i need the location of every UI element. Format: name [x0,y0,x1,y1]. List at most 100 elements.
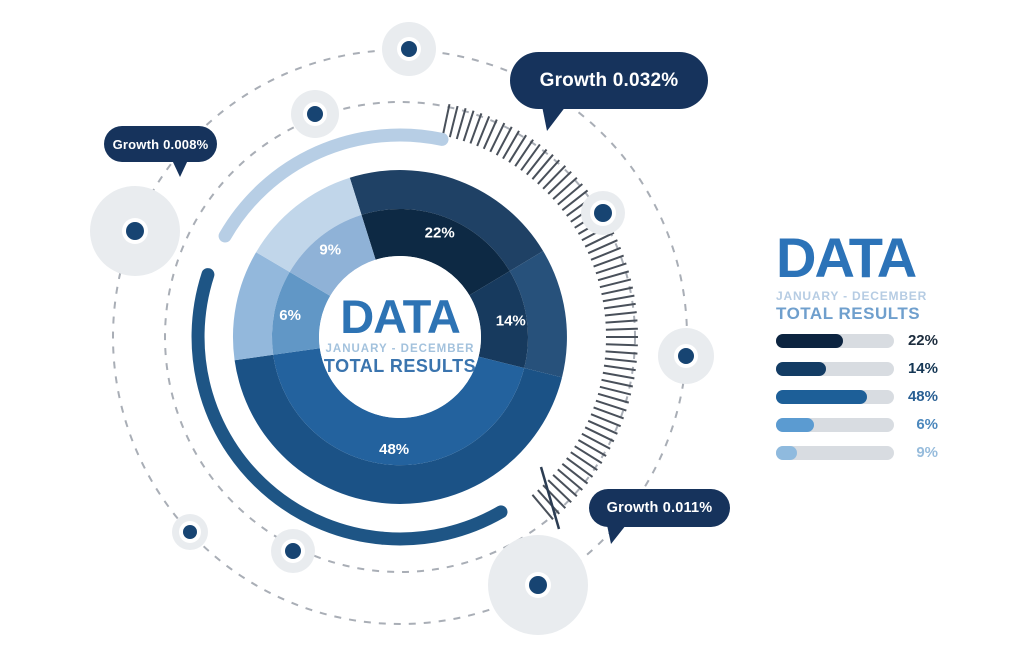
pie-slice-outer-14% [509,251,567,378]
legend-bar-fill [776,389,867,404]
tick-mark [514,139,534,167]
legend-row: 22% [776,332,938,350]
tick-mark [584,426,615,443]
tick-mark [595,399,627,412]
tick-mark [448,105,459,138]
tick-mark [531,154,554,180]
tick-mark [604,357,637,363]
orbit-dot [594,204,612,222]
orbit-dot [126,222,144,240]
legend-subtitle: JANUARY - DECEMBER [776,288,928,303]
legend-bar-fill [776,445,798,460]
legend-value-label: 22% [907,332,938,350]
legend-row: 48% [776,388,938,406]
legend-row: 6% [776,416,938,434]
tick-mark [581,432,611,450]
tick-mark [599,385,632,396]
tick-mark [537,489,560,515]
tick-mark [552,474,578,497]
orbit-dot [529,576,547,594]
tick-mark [603,302,636,310]
growth-callout-top: Growth 0.032% [510,52,708,131]
tick-mark [597,392,630,404]
tick-mark [526,148,548,176]
growth-callout-top-label: Growth 0.032% [539,69,679,91]
tick-mark [462,110,475,142]
tick-mark [605,350,638,355]
tick-mark [587,239,618,255]
tick-mark [469,113,483,144]
callout-connector-line [539,466,561,530]
orbit-dot [307,106,323,122]
growth-callout-bottom: Growth 0.011% [589,489,730,544]
results-panel: DATA JANUARY - DECEMBER TOTAL RESULTS 22… [776,230,938,474]
tick-mark [531,494,554,520]
pie-slice-inner-9% [289,214,376,296]
tick-mark [602,371,635,380]
pie-slice-outer-6% [232,252,290,361]
pie-slice-outer-48% [234,354,562,504]
orbit-dot [401,41,417,57]
pie-slice-inner-14% [469,271,528,368]
legend-caption: TOTAL RESULTS [776,303,921,323]
legend-bar-track [776,417,894,432]
legend-value-label: 14% [907,360,938,378]
tick-mark [590,246,622,261]
tick-mark [502,130,520,160]
legend-row: 9% [776,444,938,461]
tick-mark [552,177,578,200]
tick-mark [595,262,627,275]
tick-mark [455,107,467,140]
callout-tail [607,525,626,544]
orbit-dot [678,348,694,364]
tick-mark [593,406,624,420]
tick-mark [593,254,624,268]
pie-slice-inner-22% [361,208,510,296]
orbit-dot [183,525,197,539]
accent-arc-dark [191,268,508,546]
legend-row: 14% [776,360,938,378]
legend-value-label: 48% [907,388,938,406]
slice-value-label: 6% [279,307,301,324]
tick-mark [520,143,541,171]
legend-bar-track [776,333,894,348]
slice-value-label: 9% [319,241,341,258]
callout-tail [172,160,188,177]
tick-mark [476,115,491,147]
tick-mark [495,126,513,156]
tick-mark [605,343,638,347]
tick-mark [601,378,634,388]
tick-mark [542,165,567,190]
legend-bar-track [776,445,894,460]
tick-mark [602,294,635,303]
tick-mark [537,159,560,185]
legend-bar-fill [776,417,814,432]
tick-mark [577,439,607,457]
tick-mark [561,189,589,211]
tick-mark [584,231,615,248]
tick-mark [566,457,594,478]
tick-mark [604,311,637,317]
tick-mark [590,413,622,428]
growth-callout-left-label: Growth 0.008% [112,136,209,152]
legend-value-label: 6% [916,416,938,434]
orbit-dot [285,543,301,559]
accent-arc-light [218,128,449,243]
pie-slice-outer-22% [349,169,544,272]
tick-mark [508,134,527,163]
tick-mark [482,119,498,150]
callout-tail [542,106,566,131]
tick-mark [599,278,632,289]
tick-mark [605,319,638,324]
tick-mark [557,468,583,491]
pie-slice-inner-6% [271,272,331,355]
tick-mark [574,445,603,464]
tick-mark [597,270,630,282]
legend-rows: 22% 14% 48% 6% 9% [776,332,938,461]
legend-bar-track [776,389,894,404]
growth-callout-bottom-label: Growth 0.011% [606,500,713,516]
tick-mark [587,419,618,435]
slice-value-label: 22% [425,224,455,241]
